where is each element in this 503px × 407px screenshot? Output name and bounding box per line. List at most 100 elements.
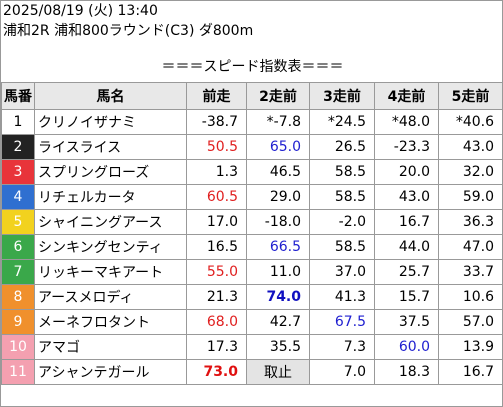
speed-index: 60.0 xyxy=(374,334,439,360)
speed-index: 47.0 xyxy=(438,234,502,260)
speed-index: -2.0 xyxy=(309,209,375,235)
speed-index: *24.5 xyxy=(309,109,375,135)
horse-name: アースメロディ xyxy=(34,284,187,310)
horse-name: シャイニングアース xyxy=(34,209,187,235)
speed-index: 46.5 xyxy=(246,159,310,185)
speed-index: 65.0 xyxy=(246,134,310,160)
horse-row: 8 アースメロディ 21.3 74.0 41.3 15.7 10.6 xyxy=(1,284,502,310)
speed-index: 17.3 xyxy=(186,334,247,360)
horse-number: 10 xyxy=(1,334,35,360)
horse-number: 2 xyxy=(1,134,35,160)
speed-index: 43.0 xyxy=(374,184,439,210)
horse-row: 11 アシャンテガール 73.0 取止 7.0 18.3 16.7 xyxy=(1,359,502,385)
speed-index: 25.7 xyxy=(374,259,439,285)
speed-index: 55.0 xyxy=(186,259,247,285)
speed-index: 60.5 xyxy=(186,184,247,210)
speed-index: 58.5 xyxy=(309,159,375,185)
column-header: 馬番 xyxy=(1,82,35,110)
horse-name: クリノイザナミ xyxy=(34,109,187,135)
speed-index: *48.0 xyxy=(374,109,439,135)
speed-index: 37.0 xyxy=(309,259,375,285)
speed-index: 7.0 xyxy=(309,359,375,385)
horse-number: 6 xyxy=(1,234,35,260)
speed-index: 32.0 xyxy=(438,159,502,185)
speed-index: *40.6 xyxy=(438,109,502,135)
horse-number: 3 xyxy=(1,159,35,185)
horse-row: 7 リッキーマキアート 55.0 11.0 37.0 25.7 33.7 xyxy=(1,259,502,285)
horse-name: リッキーマキアート xyxy=(34,259,187,285)
speed-index: 44.0 xyxy=(374,234,439,260)
speed-index: 17.0 xyxy=(186,209,247,235)
column-header: 馬名 xyxy=(34,82,187,110)
speed-index: 取止 xyxy=(246,359,310,385)
horse-number: 5 xyxy=(1,209,35,235)
speed-index: 58.5 xyxy=(309,184,375,210)
race-line: 浦和2R 浦和800ラウンド(C3) ダ800m xyxy=(3,23,254,39)
speed-index: 66.5 xyxy=(246,234,310,260)
column-header: 5走前 xyxy=(438,82,502,110)
speed-index: 16.5 xyxy=(186,234,247,260)
speed-index: -18.0 xyxy=(246,209,310,235)
speed-index: 35.5 xyxy=(246,334,310,360)
horse-name: メーネフロタント xyxy=(34,309,187,335)
speed-index: 21.3 xyxy=(186,284,247,310)
column-header: 前走 xyxy=(186,82,247,110)
horse-row: 10 アマゴ 17.3 35.5 7.3 60.0 13.9 xyxy=(1,334,502,360)
horse-number: 7 xyxy=(1,259,35,285)
horse-number: 4 xyxy=(1,184,35,210)
table-body: 1 クリノイザナミ -38.7 *-7.8 *24.5 *48.0 *40.6 2 ライスライス… xyxy=(1,109,502,385)
column-header: 4走前 xyxy=(374,82,439,110)
speed-index: 7.3 xyxy=(309,334,375,360)
horse-number: 9 xyxy=(1,309,35,335)
speed-index: 29.0 xyxy=(246,184,310,210)
horse-row: 1 クリノイザナミ -38.7 *-7.8 *24.5 *48.0 *40.6 xyxy=(1,109,502,135)
speed-index: 58.5 xyxy=(309,234,375,260)
speed-index: 16.7 xyxy=(374,209,439,235)
speed-index: 68.0 xyxy=(186,309,247,335)
column-header: 3走前 xyxy=(309,82,375,110)
speed-index: 57.0 xyxy=(438,309,502,335)
horse-name: ライスライス xyxy=(34,134,187,160)
speed-index: 67.5 xyxy=(309,309,375,335)
speed-index: 73.0 xyxy=(186,359,247,385)
speed-index: 11.0 xyxy=(246,259,310,285)
horse-name: シンキングセンティ xyxy=(34,234,187,260)
horse-row: 5 シャイニングアース 17.0 -18.0 -2.0 16.7 36.3 xyxy=(1,209,502,235)
speed-index: -23.3 xyxy=(374,134,439,160)
speed-table: 馬番 馬名 前走 2走前 3走前 4走前 5走前 1 クリノイザナミ -38.7 *-7.8 *24… xyxy=(1,82,502,385)
horse-row: 4 リチェルカータ 60.5 29.0 58.5 43.0 59.0 xyxy=(1,184,502,210)
speed-index: 59.0 xyxy=(438,184,502,210)
speed-index: 37.5 xyxy=(374,309,439,335)
horse-number: 8 xyxy=(1,284,35,310)
horse-row: 6 シンキングセンティ 16.5 66.5 58.5 44.0 47.0 xyxy=(1,234,502,260)
header-row: 馬番 馬名 前走 2走前 3走前 4走前 5走前 xyxy=(1,82,502,110)
horse-name: スプリングローズ xyxy=(34,159,187,185)
horse-name: リチェルカータ xyxy=(34,184,187,210)
speed-index: 20.0 xyxy=(374,159,439,185)
speed-index: 16.7 xyxy=(438,359,502,385)
speed-index: 33.7 xyxy=(438,259,502,285)
horse-row: 2 ライスライス 50.5 65.0 26.5 -23.3 43.0 xyxy=(1,134,502,160)
table-title: ＝＝＝スピード指数表＝＝＝ xyxy=(161,59,344,75)
speed-index: 13.9 xyxy=(438,334,502,360)
speed-index: 18.3 xyxy=(374,359,439,385)
horse-name: アシャンテガール xyxy=(34,359,187,385)
speed-index: 10.6 xyxy=(438,284,502,310)
speed-index: 1.3 xyxy=(186,159,247,185)
speed-index: 15.7 xyxy=(374,284,439,310)
speed-index: 74.0 xyxy=(246,284,310,310)
horse-row: 3 スプリングローズ 1.3 46.5 58.5 20.0 32.0 xyxy=(1,159,502,185)
speed-index: 43.0 xyxy=(438,134,502,160)
speed-index: 50.5 xyxy=(186,134,247,160)
speed-index: *-7.8 xyxy=(246,109,310,135)
horse-number: 11 xyxy=(1,359,35,385)
horse-row: 9 メーネフロタント 68.0 42.7 67.5 37.5 57.0 xyxy=(1,309,502,335)
speed-index: 36.3 xyxy=(438,209,502,235)
speed-index: 41.3 xyxy=(309,284,375,310)
speed-index: 42.7 xyxy=(246,309,310,335)
column-header: 2走前 xyxy=(246,82,310,110)
speed-index: 26.5 xyxy=(309,134,375,160)
date-line: 2025/08/19 (火) 13:40 xyxy=(3,3,158,19)
horse-name: アマゴ xyxy=(34,334,187,360)
